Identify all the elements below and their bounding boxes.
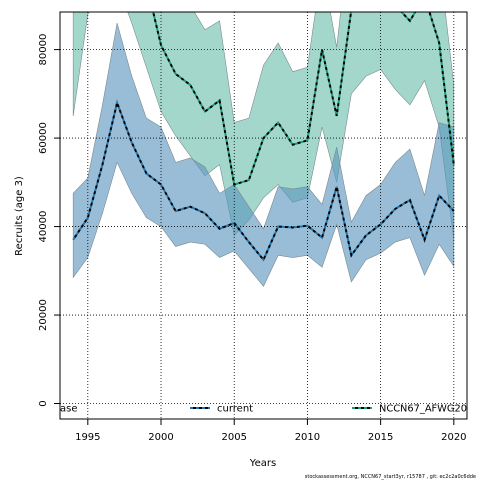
line-current-color [72,99,455,262]
confidence-bands [72,12,455,287]
x-axis-title: Years [249,458,276,469]
legend-label-current: current [217,404,253,415]
band-current [72,22,455,287]
y-tick-label: 60000 [38,122,49,154]
legend: ase current NCCN67_AFWG20 [60,404,467,415]
y-axis: 0 20000 40000 60000 80000 [38,34,60,407]
plot-frame [59,11,468,420]
series-lines [72,12,455,262]
x-tick-label: 2010 [295,432,320,443]
x-axis: 1995 2000 2005 2010 2015 2020 [75,419,467,443]
legend-label-nccn67: NCCN67_AFWG20 [379,404,467,415]
x-tick-label: 2020 [441,432,466,443]
grid-lines [60,12,467,419]
y-tick-label: 40000 [38,211,49,243]
y-tick-label: 0 [38,400,49,406]
y-tick-label: 80000 [38,34,49,66]
y-axis-title: Recruits (age 3) [14,176,25,256]
x-tick-label: 2005 [221,432,246,443]
x-tick-label: 2015 [368,432,393,443]
y-tick-label: 20000 [38,299,49,331]
x-tick-label: 1995 [75,432,100,443]
line-nccn67-afwg20 [152,12,455,186]
footer-note: stockassessment.org, NCCN67_start3yr, r1… [305,474,476,480]
x-tick-label: 2000 [148,432,173,443]
legend-label-ase: ase [60,404,78,415]
